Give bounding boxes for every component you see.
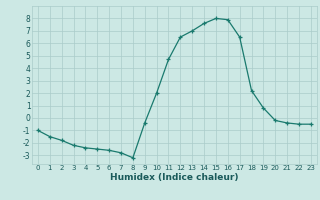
X-axis label: Humidex (Indice chaleur): Humidex (Indice chaleur) <box>110 173 239 182</box>
